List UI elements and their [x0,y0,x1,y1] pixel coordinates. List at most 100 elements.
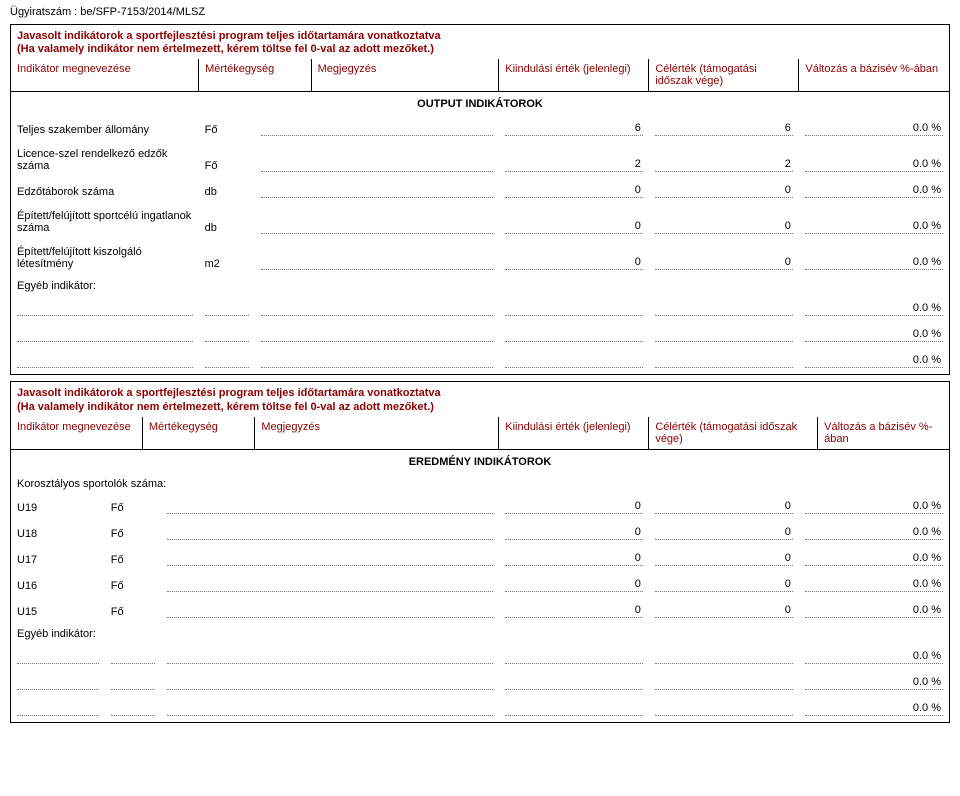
other-name-field[interactable] [17,676,99,690]
row-note-cell [161,598,499,624]
section1-other-rows: 0.0 % 0.0 % 0.0 % [11,296,949,374]
target-field[interactable]: 0 [655,184,793,198]
note-field[interactable] [261,256,493,270]
row-start-cell: 0 [499,240,649,276]
other-name-field[interactable] [17,302,193,316]
change-field[interactable]: 0.0 % [805,158,943,172]
section1-title: Javasolt indikátorok a sportfejlesztési … [11,25,949,43]
start-field[interactable]: 2 [505,158,643,172]
note-field[interactable] [261,158,493,172]
other-unit-field[interactable] [111,702,155,716]
start-field[interactable]: 0 [505,604,643,618]
other-note-cell [255,348,499,374]
note-field[interactable] [261,220,493,234]
other-name-field[interactable] [17,702,99,716]
other-unit-cell [199,296,255,322]
row-unit: Fő [199,142,255,178]
other-target-field[interactable] [655,328,793,342]
row-target-cell: 2 [649,142,799,178]
other-start-field[interactable] [505,676,643,690]
row-change-cell: 0.0 % [799,598,949,624]
start-field[interactable]: 0 [505,500,643,514]
other-name-cell [11,296,199,322]
note-field[interactable] [261,122,493,136]
note-field[interactable] [167,604,493,618]
hdr2-start: Kiindulási érték (jelenlegi) [499,417,649,450]
other-change-field[interactable]: 0.0 % [805,328,943,342]
other-unit-cell [199,322,255,348]
row-change-cell: 0.0 % [799,178,949,204]
other-name-cell [11,670,105,696]
other-unit-field[interactable] [111,650,155,664]
other-start-field[interactable] [505,328,643,342]
other-change-field[interactable]: 0.0 % [805,650,943,664]
target-field[interactable]: 0 [655,552,793,566]
start-field[interactable]: 0 [505,256,643,270]
note-field[interactable] [167,552,493,566]
start-field[interactable]: 0 [505,220,643,234]
target-field[interactable]: 0 [655,256,793,270]
other-note-field[interactable] [261,354,493,368]
other-note-field[interactable] [261,328,493,342]
other-name-field[interactable] [17,650,99,664]
other-target-field[interactable] [655,650,793,664]
other-unit-field[interactable] [205,302,249,316]
other-change-field[interactable]: 0.0 % [805,702,943,716]
note-field[interactable] [261,184,493,198]
other-note-field[interactable] [167,702,493,716]
start-field[interactable]: 0 [505,552,643,566]
other-unit-field[interactable] [205,354,249,368]
other-name-cell [11,644,105,670]
target-field[interactable]: 0 [655,220,793,234]
other-name-field[interactable] [17,354,193,368]
change-field[interactable]: 0.0 % [805,500,943,514]
target-field[interactable]: 0 [655,500,793,514]
other-start-field[interactable] [505,650,643,664]
other-target-field[interactable] [655,354,793,368]
hdr2-unit: Mértékegység [142,417,255,450]
start-field[interactable]: 0 [505,578,643,592]
other-change-field[interactable]: 0.0 % [805,302,943,316]
note-field[interactable] [167,578,493,592]
target-field[interactable]: 6 [655,122,793,136]
other-note-field[interactable] [167,650,493,664]
target-field[interactable]: 0 [655,578,793,592]
change-field[interactable]: 0.0 % [805,604,943,618]
row-change-cell: 0.0 % [799,520,949,546]
row-name: Épített/felújított kiszolgáló létesítmén… [11,240,199,276]
other-start-field[interactable] [505,354,643,368]
change-field[interactable]: 0.0 % [805,526,943,540]
other-change-field[interactable]: 0.0 % [805,354,943,368]
other-note-field[interactable] [261,302,493,316]
other-unit-field[interactable] [111,676,155,690]
note-field[interactable] [167,500,493,514]
other-start-cell [499,348,649,374]
other-name-field[interactable] [17,328,193,342]
other-target-field[interactable] [655,302,793,316]
change-field[interactable]: 0.0 % [805,256,943,270]
other-target-field[interactable] [655,676,793,690]
start-field[interactable]: 6 [505,122,643,136]
other-unit-field[interactable] [205,328,249,342]
target-field[interactable]: 0 [655,526,793,540]
other-start-field[interactable] [505,302,643,316]
table-row: U16Fő000.0 % [11,572,949,598]
other-note-cell [255,322,499,348]
start-field[interactable]: 0 [505,526,643,540]
change-field[interactable]: 0.0 % [805,578,943,592]
change-field[interactable]: 0.0 % [805,552,943,566]
target-field[interactable]: 0 [655,604,793,618]
note-field[interactable] [167,526,493,540]
change-field[interactable]: 0.0 % [805,122,943,136]
target-field[interactable]: 2 [655,158,793,172]
other-target-field[interactable] [655,702,793,716]
change-field[interactable]: 0.0 % [805,220,943,234]
row-unit: Fő [105,572,161,598]
start-field[interactable]: 0 [505,184,643,198]
other-change-field[interactable]: 0.0 % [805,676,943,690]
other-target-cell [649,696,799,722]
table-row: U15Fő000.0 % [11,598,949,624]
change-field[interactable]: 0.0 % [805,184,943,198]
other-start-field[interactable] [505,702,643,716]
other-note-field[interactable] [167,676,493,690]
